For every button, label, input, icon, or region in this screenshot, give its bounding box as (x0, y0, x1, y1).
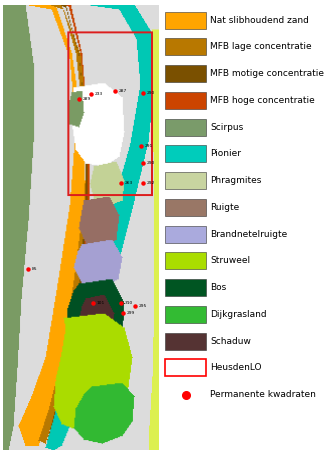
FancyBboxPatch shape (165, 199, 207, 216)
FancyBboxPatch shape (165, 38, 207, 56)
Text: MFB hoge concentratie: MFB hoge concentratie (210, 96, 314, 105)
FancyBboxPatch shape (165, 146, 207, 162)
Text: 299: 299 (126, 311, 135, 315)
Text: 101: 101 (96, 302, 105, 305)
Text: Ruigte: Ruigte (210, 203, 239, 212)
Text: Dijkgrasland: Dijkgrasland (210, 310, 267, 319)
Text: Nat slibhoudend zand: Nat slibhoudend zand (210, 15, 309, 25)
Text: MFB motige concentratie: MFB motige concentratie (210, 69, 324, 78)
FancyBboxPatch shape (165, 226, 207, 243)
Text: Bos: Bos (210, 283, 226, 292)
Text: 233: 233 (94, 92, 103, 96)
FancyBboxPatch shape (165, 279, 207, 296)
Text: 289: 289 (82, 96, 91, 101)
FancyBboxPatch shape (165, 359, 207, 376)
Text: 295: 295 (138, 304, 147, 308)
FancyBboxPatch shape (165, 172, 207, 189)
Text: HeusdenLO: HeusdenLO (210, 364, 261, 373)
Text: 287: 287 (118, 89, 127, 93)
FancyBboxPatch shape (165, 119, 207, 136)
Text: 290: 290 (147, 91, 155, 95)
Text: Permanente kwadraten: Permanente kwadraten (210, 390, 316, 399)
Text: Scirpus: Scirpus (210, 123, 243, 131)
Text: 85: 85 (31, 267, 37, 271)
Text: 291: 291 (145, 144, 153, 148)
Text: Brandnetelruigte: Brandnetelruigte (210, 230, 287, 239)
Text: 290: 290 (147, 162, 155, 165)
FancyBboxPatch shape (165, 92, 207, 109)
FancyBboxPatch shape (165, 306, 207, 323)
FancyBboxPatch shape (165, 253, 207, 269)
Text: Phragmites: Phragmites (210, 176, 261, 185)
Text: MFB lage concentratie: MFB lage concentratie (210, 42, 312, 51)
Text: Pionier: Pionier (210, 149, 241, 158)
Text: 310: 310 (124, 302, 133, 305)
Text: 263: 263 (124, 181, 133, 185)
FancyBboxPatch shape (165, 333, 207, 350)
FancyBboxPatch shape (165, 65, 207, 82)
Text: 292: 292 (147, 181, 155, 185)
FancyBboxPatch shape (165, 12, 207, 29)
Text: Schaduw: Schaduw (210, 337, 251, 346)
Text: Struweel: Struweel (210, 257, 250, 265)
